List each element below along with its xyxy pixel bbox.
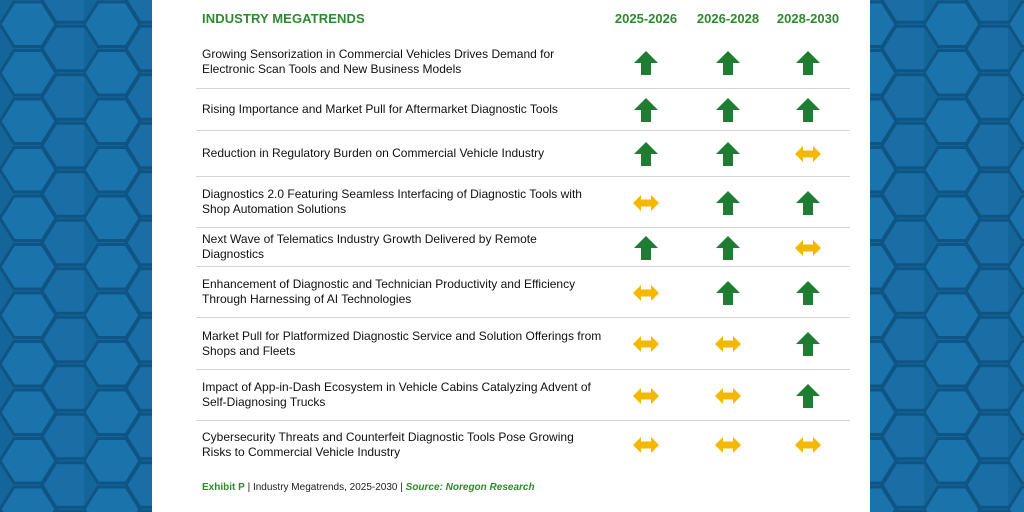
arrow-up-icon xyxy=(768,189,848,217)
table-row: Market Pull for Platformized Diagnostic … xyxy=(196,318,850,370)
arrow-up-icon xyxy=(688,279,768,307)
arrow-up-icon xyxy=(688,234,768,262)
double-arrow-horizontal-icon xyxy=(606,189,686,217)
table-row: Rising Importance and Market Pull for Af… xyxy=(196,89,850,131)
megatrend-label: Reduction in Regulatory Burden on Commer… xyxy=(202,146,545,160)
double-arrow-horizontal-icon xyxy=(606,330,686,358)
megatrend-label: Enhancement of Diagnostic and Technician… xyxy=(202,277,576,306)
column-header-2025-2026: 2025-2026 xyxy=(614,11,678,26)
arrow-up-icon xyxy=(606,140,686,168)
megatrends-panel: INDUSTRY MEGATRENDS 2025-2026 2026-2028 … xyxy=(152,0,870,512)
double-arrow-horizontal-icon xyxy=(688,330,768,358)
column-header-2026-2028: 2026-2028 xyxy=(696,11,760,26)
arrow-up-icon xyxy=(688,189,768,217)
double-arrow-horizontal-icon xyxy=(606,431,686,459)
exhibit-caption: Exhibit P | Industry Megatrends, 2025-20… xyxy=(202,482,535,493)
arrow-up-icon xyxy=(606,49,686,77)
table-row: Reduction in Regulatory Burden on Commer… xyxy=(196,131,850,177)
arrow-up-icon xyxy=(768,330,848,358)
table-row: Cybersecurity Threats and Counterfeit Di… xyxy=(196,421,850,468)
table-row: Next Wave of Telematics Industry Growth … xyxy=(196,228,850,267)
arrow-up-icon xyxy=(768,96,848,124)
double-arrow-horizontal-icon xyxy=(768,234,848,262)
double-arrow-horizontal-icon xyxy=(606,382,686,410)
exhibit-label: Exhibit P xyxy=(202,482,245,493)
arrow-up-icon xyxy=(688,140,768,168)
source-label: Source: xyxy=(405,482,443,493)
arrow-up-icon xyxy=(688,96,768,124)
column-header-2028-2030: 2028-2030 xyxy=(776,11,840,26)
arrow-up-icon xyxy=(606,234,686,262)
caption-separator: | xyxy=(397,482,406,493)
megatrend-label: Impact of App-in-Dash Ecosystem in Vehic… xyxy=(202,380,591,409)
caption-separator: | xyxy=(244,482,253,493)
megatrend-label: Growing Sensorization in Commercial Vehi… xyxy=(202,47,555,76)
megatrend-label: Diagnostics 2.0 Featuring Seamless Inter… xyxy=(202,187,582,216)
megatrend-label: Cybersecurity Threats and Counterfeit Di… xyxy=(202,430,574,459)
arrow-up-icon xyxy=(688,49,768,77)
table-row: Growing Sensorization in Commercial Vehi… xyxy=(196,36,850,89)
source-name: Noregon Research xyxy=(442,482,535,493)
arrow-up-icon xyxy=(768,49,848,77)
caption-text: Industry Megatrends, 2025-2030 xyxy=(252,482,398,493)
megatrend-label: Market Pull for Platformized Diagnostic … xyxy=(202,329,602,358)
arrow-up-icon xyxy=(606,96,686,124)
megatrend-label: Next Wave of Telematics Industry Growth … xyxy=(202,232,537,261)
double-arrow-horizontal-icon xyxy=(768,140,848,168)
double-arrow-horizontal-icon xyxy=(688,382,768,410)
double-arrow-horizontal-icon xyxy=(768,431,848,459)
megatrend-label: Rising Importance and Market Pull for Af… xyxy=(202,102,558,116)
double-arrow-horizontal-icon xyxy=(606,279,686,307)
table-row: Diagnostics 2.0 Featuring Seamless Inter… xyxy=(196,177,850,228)
double-arrow-horizontal-icon xyxy=(688,431,768,459)
arrow-up-icon xyxy=(768,279,848,307)
table-row: Enhancement of Diagnostic and Technician… xyxy=(196,267,850,318)
table-title: INDUSTRY MEGATRENDS xyxy=(202,11,365,26)
table-row: Impact of App-in-Dash Ecosystem in Vehic… xyxy=(196,370,850,421)
table-header: INDUSTRY MEGATRENDS 2025-2026 2026-2028 … xyxy=(152,0,870,36)
arrow-up-icon xyxy=(768,382,848,410)
